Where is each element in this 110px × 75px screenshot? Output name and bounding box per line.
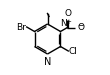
Text: N: N xyxy=(44,57,51,67)
Text: O: O xyxy=(77,23,84,32)
Text: −: − xyxy=(77,22,83,31)
Text: Cl: Cl xyxy=(69,46,78,56)
Text: N: N xyxy=(60,19,67,28)
Text: +: + xyxy=(66,19,72,25)
Text: O: O xyxy=(64,9,71,18)
Text: Br: Br xyxy=(16,22,26,32)
